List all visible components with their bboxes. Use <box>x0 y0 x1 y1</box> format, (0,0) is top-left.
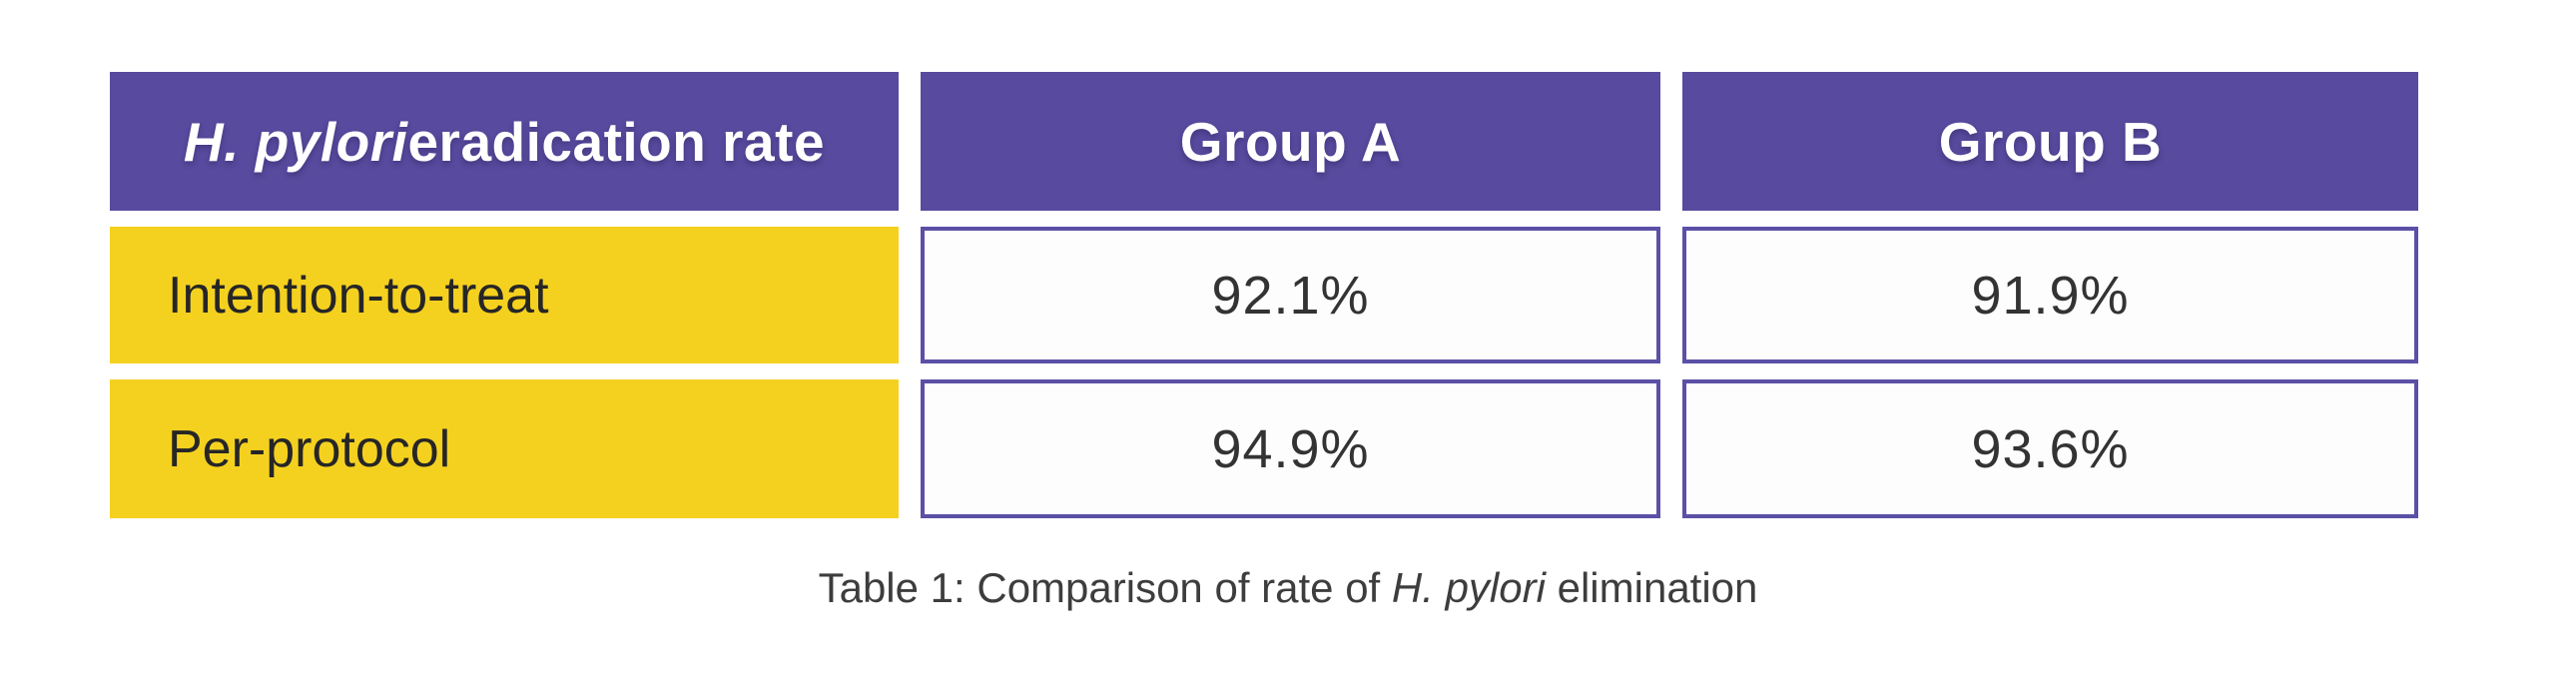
header-cell-group-b: Group B <box>1682 72 2418 211</box>
eradication-rate-table: H. pylori eradication rate Group A Group… <box>110 72 2418 518</box>
caption-suffix: elimination <box>1545 564 1758 611</box>
header-cell-eradication-rate: H. pylori eradication rate <box>110 72 899 211</box>
header-cell-group-a: Group A <box>921 72 1660 211</box>
caption-hpylori-italic: H. pylori <box>1391 564 1546 611</box>
value-intention-to-treat-group-a: 92.1% <box>921 227 1660 363</box>
header-hpylori-italic: H. pylori <box>183 110 408 173</box>
value-per-protocol-group-b: 93.6% <box>1682 379 2418 518</box>
caption-prefix: Table 1: Comparison of rate of <box>818 564 1392 611</box>
table-caption: Table 1: Comparison of rate of H. pylori… <box>0 564 2576 612</box>
row-label-per-protocol: Per-protocol <box>110 379 899 518</box>
header-eradication-rate-text: eradication rate <box>407 110 826 173</box>
value-per-protocol-group-a: 94.9% <box>921 379 1660 518</box>
value-intention-to-treat-group-b: 91.9% <box>1682 227 2418 363</box>
row-label-intention-to-treat: Intention-to-treat <box>110 227 899 363</box>
